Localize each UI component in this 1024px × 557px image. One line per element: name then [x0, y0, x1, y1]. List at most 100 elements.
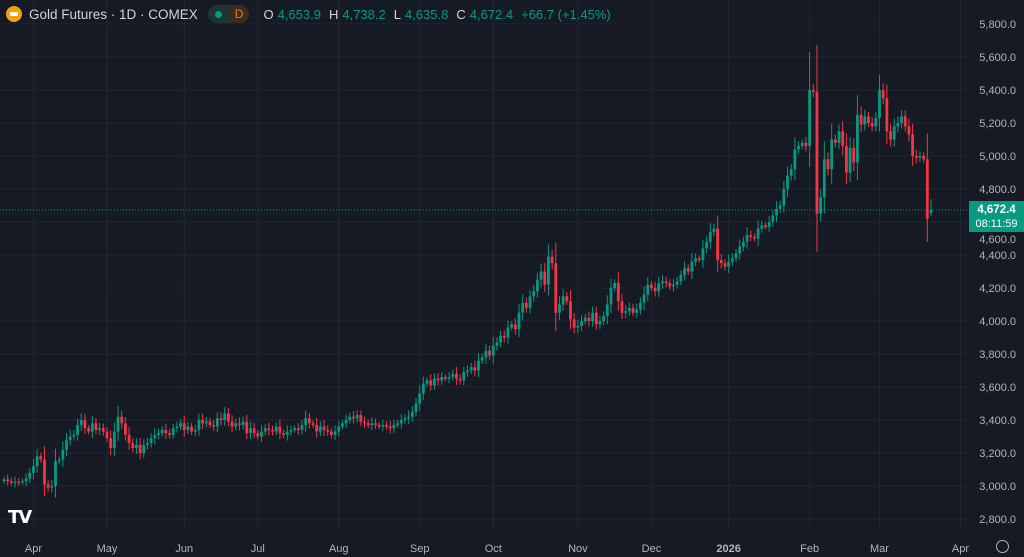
- candle-body: [903, 116, 907, 127]
- price-tick-label: 2,800.0: [979, 514, 1016, 526]
- candle-body: [462, 372, 466, 381]
- candle: [694, 253, 697, 266]
- candle: [396, 420, 400, 428]
- candle: [609, 278, 613, 313]
- candle: [318, 421, 322, 437]
- candle: [432, 373, 436, 390]
- candle-body: [668, 283, 672, 287]
- candle: [370, 417, 374, 431]
- candle: [54, 448, 57, 498]
- candle: [819, 189, 823, 222]
- candle: [444, 374, 447, 382]
- candle-body: [686, 268, 690, 272]
- candle: [458, 374, 462, 385]
- candle: [447, 372, 451, 384]
- candle-body: [521, 302, 525, 313]
- gear-icon[interactable]: [996, 540, 1009, 553]
- candle-body: [800, 142, 804, 147]
- price-axis[interactable]: 2,800.0 3,000.0 3,200.0 3,400.0 3,600.0 3,800…: [979, 19, 1016, 526]
- candle: [499, 330, 503, 347]
- candle: [120, 410, 124, 429]
- candle-body: [101, 428, 105, 432]
- candle: [510, 321, 514, 331]
- candle-body: [123, 423, 127, 435]
- candle-body: [296, 428, 300, 430]
- candle: [263, 424, 267, 436]
- candle-body: [32, 466, 35, 473]
- candle: [215, 412, 219, 433]
- candle: [234, 418, 238, 431]
- candle: [252, 423, 256, 438]
- candle-body: [469, 367, 473, 371]
- candle: [160, 426, 164, 437]
- candle-body: [175, 426, 179, 429]
- candle-body: [429, 380, 433, 386]
- candle-body: [39, 456, 43, 460]
- candle-body: [653, 288, 657, 292]
- market-status-pill[interactable]: D: [207, 5, 250, 23]
- candle-body: [488, 350, 491, 356]
- candle: [683, 261, 686, 281]
- candle: [260, 425, 263, 442]
- candle-body: [646, 284, 650, 295]
- price-tick-label: 5,000.0: [979, 151, 1016, 163]
- candle: [918, 151, 922, 162]
- candle: [282, 429, 285, 439]
- candle-body: [219, 418, 223, 420]
- candle: [547, 244, 550, 296]
- candle-body: [837, 131, 841, 143]
- candle-body: [215, 418, 219, 427]
- time-tick-label: Aug: [329, 543, 349, 555]
- candle-body: [289, 429, 293, 432]
- candle-body: [627, 307, 631, 312]
- candle: [226, 408, 230, 427]
- candle: [32, 458, 35, 480]
- candle-body: [377, 424, 381, 427]
- time-tick-label: Apr: [25, 543, 42, 555]
- candle-body: [447, 377, 451, 379]
- candle: [131, 438, 135, 453]
- candle-body: [300, 424, 304, 430]
- candle-body: [900, 116, 903, 123]
- candle-body: [50, 486, 54, 488]
- candle-body: [444, 377, 447, 379]
- candle-body: [142, 444, 146, 453]
- candle-body: [392, 424, 396, 429]
- candle: [190, 422, 194, 436]
- candle-body: [767, 222, 771, 227]
- candle: [440, 372, 444, 385]
- candle-body: [352, 416, 355, 419]
- candle-body: [326, 429, 330, 432]
- candle: [6, 474, 10, 486]
- candle: [911, 123, 915, 166]
- candle-body: [650, 284, 653, 288]
- candle: [760, 220, 764, 233]
- candle: [892, 118, 896, 147]
- time-axis[interactable]: Apr May Jun Jul Aug Sep Oct Nov Dec 2026 Feb Mar Apr: [25, 543, 969, 555]
- candle: [377, 422, 381, 430]
- candle: [925, 133, 929, 242]
- candle-body: [43, 459, 46, 485]
- candle-body: [355, 415, 359, 419]
- candle: [333, 425, 337, 441]
- candle-body: [694, 258, 697, 262]
- candle-body: [723, 263, 727, 267]
- candle: [366, 419, 370, 429]
- price-tick-label: 4,000.0: [979, 316, 1016, 328]
- candle-body: [808, 90, 812, 147]
- symbol-title[interactable]: Gold Futures · 1D · COMEX: [29, 6, 198, 22]
- candle: [620, 294, 624, 320]
- last-price-value: 4,672.4: [977, 204, 1016, 216]
- candle: [712, 223, 716, 237]
- candle: [539, 263, 543, 288]
- candle: [359, 410, 363, 426]
- candle-body: [138, 444, 142, 453]
- candle-body: [190, 426, 194, 432]
- tradingview-logo-icon[interactable]: TV: [8, 507, 32, 528]
- candle-body: [635, 309, 639, 313]
- candle-body: [844, 146, 848, 173]
- candle-body: [892, 126, 896, 140]
- candle-body: [46, 484, 50, 488]
- candle: [705, 236, 709, 254]
